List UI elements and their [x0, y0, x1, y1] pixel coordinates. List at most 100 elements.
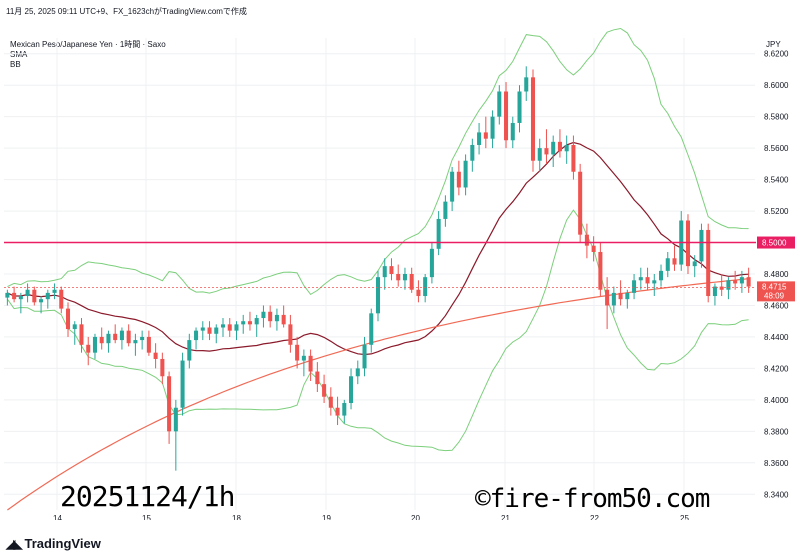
- candle-body: [510, 122, 515, 141]
- candle: [308, 349, 313, 381]
- candle: [679, 211, 684, 271]
- candle-body: [530, 77, 536, 161]
- candle: [746, 267, 751, 293]
- candle-body: [65, 308, 71, 330]
- candle: [423, 274, 428, 303]
- candle: [443, 195, 448, 227]
- candle-body: [288, 324, 293, 345]
- y-tick-label: 8.5600: [764, 144, 789, 153]
- candle-body: [456, 171, 461, 188]
- x-tick-label: 18: [232, 514, 241, 520]
- candle-body: [726, 280, 731, 290]
- candle: [450, 167, 455, 212]
- candle-body: [207, 327, 212, 334]
- candle: [719, 274, 724, 297]
- x-tick-label: 19: [322, 514, 331, 520]
- candle-body: [247, 321, 252, 325]
- y-tick-label: 8.3600: [764, 459, 789, 468]
- y-tick-label: 8.4600: [764, 301, 789, 310]
- candle-body: [611, 292, 616, 306]
- candle: [5, 289, 10, 306]
- candle: [32, 286, 37, 306]
- candle-body: [133, 340, 138, 344]
- y-tick-label: 8.5200: [764, 207, 789, 216]
- candle-body: [261, 311, 266, 319]
- candle-body: [706, 229, 711, 297]
- price-chart[interactable]: JPY 8.6200 8.6000 8.5800 8.5600 8.5400 8.5200…: [0, 0, 800, 520]
- price-axis-bg: [756, 38, 800, 518]
- candle: [659, 264, 664, 287]
- candle: [692, 255, 697, 278]
- current-price-tag: [757, 281, 795, 302]
- candle-body: [605, 289, 610, 306]
- candle: [207, 321, 212, 341]
- candle-body: [369, 313, 374, 345]
- candle-body: [739, 277, 744, 284]
- candle: [146, 330, 151, 356]
- candle-body: [113, 333, 118, 341]
- candle: [470, 138, 475, 172]
- candle-body: [638, 277, 643, 281]
- tradingview-logo[interactable]: ◢◣ TradingView: [6, 536, 101, 551]
- candle: [530, 69, 536, 172]
- candle: [126, 324, 131, 347]
- candle-body: [362, 344, 367, 369]
- candle: [261, 305, 266, 328]
- y-tick-label: 8.6000: [764, 81, 789, 90]
- price-axis[interactable]: 8.6200 8.6000 8.5800 8.5600 8.5400 8.5200 8.48…: [764, 50, 789, 500]
- candle-body: [18, 296, 23, 300]
- candle: [153, 343, 158, 369]
- sma-label[interactable]: SMA: [10, 50, 28, 59]
- tradingview-logo-text: TradingView: [24, 536, 101, 551]
- candle-body: [557, 141, 562, 152]
- candle: [665, 251, 670, 278]
- candle: [477, 122, 482, 155]
- candle-body: [402, 274, 407, 281]
- sma-line: [7, 278, 749, 511]
- candle-body: [625, 292, 630, 300]
- candles: [5, 66, 751, 471]
- candle-body: [328, 396, 333, 408]
- candle: [578, 163, 583, 243]
- candle-body: [396, 274, 401, 281]
- candle-body: [72, 324, 77, 330]
- candle-body: [227, 324, 232, 331]
- candle-body: [564, 144, 569, 152]
- candle: [322, 374, 327, 404]
- bb-middle-line: [7, 141, 749, 356]
- candle-body: [375, 277, 381, 314]
- candle-body: [699, 229, 704, 262]
- candle-body: [632, 280, 637, 293]
- candle: [86, 336, 91, 366]
- candle-body: [470, 144, 475, 161]
- candle-body: [504, 91, 509, 141]
- candle: [611, 286, 616, 314]
- candle: [220, 318, 226, 337]
- candle: [288, 314, 293, 353]
- candle: [180, 352, 185, 416]
- candle: [685, 214, 691, 274]
- candle-body: [712, 286, 717, 297]
- candle-body: [119, 330, 124, 341]
- candle: [45, 289, 50, 309]
- candle-body: [544, 148, 549, 155]
- candle: [571, 135, 576, 180]
- candle-body: [32, 289, 37, 303]
- candle: [335, 396, 340, 426]
- candle: [12, 286, 17, 303]
- candle: [504, 82, 509, 149]
- candle: [436, 211, 441, 256]
- candle-body: [477, 132, 482, 145]
- time-axis[interactable]: 14 15 18 19 20 21 22 25: [53, 514, 689, 520]
- candle-body: [685, 220, 691, 267]
- candle: [551, 135, 556, 168]
- y-tick-label: 8.6200: [764, 50, 789, 59]
- candle: [59, 286, 64, 314]
- countdown-label: 48:09: [764, 291, 785, 300]
- symbol-label[interactable]: Mexican Peso/Japanese Yen · 1時間 · Saxo: [10, 40, 166, 49]
- candle: [328, 387, 333, 416]
- bb-label[interactable]: BB: [10, 60, 21, 69]
- candle: [140, 330, 145, 350]
- candle: [706, 223, 711, 303]
